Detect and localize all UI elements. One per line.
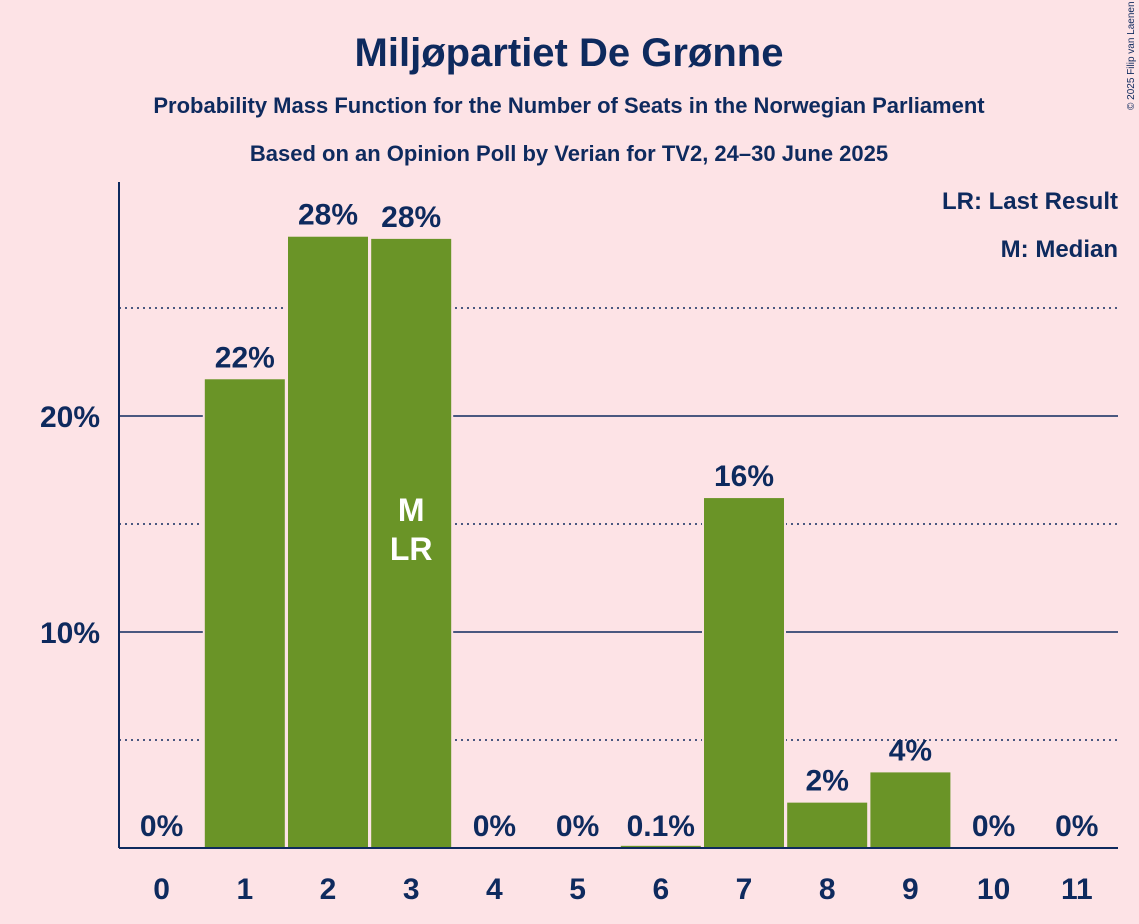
x-tick-9: 9 bbox=[902, 873, 919, 906]
bars bbox=[202, 234, 953, 849]
x-tick-10: 10 bbox=[977, 873, 1010, 906]
bar-seats-6 bbox=[620, 845, 701, 848]
data-label-seats-2: 28% bbox=[298, 199, 358, 232]
data-label-seats-7: 16% bbox=[714, 460, 774, 493]
data-label-seats-6: 0.1% bbox=[627, 810, 695, 843]
legend-median: M: Median bbox=[1001, 236, 1118, 263]
x-tick-0: 0 bbox=[153, 873, 170, 906]
chart-title: Miljøpartiet De Grønne bbox=[355, 31, 784, 75]
data-label-seats-0: 0% bbox=[140, 810, 183, 843]
data-label-seats-4: 0% bbox=[473, 810, 516, 843]
bar-seats-2 bbox=[288, 236, 368, 849]
data-labels: 0% 22% 28% 28% 0% 0% 0.1% 16% 2% 4% 0% 0% bbox=[140, 199, 1099, 843]
y-tick-labels: 10% 20% bbox=[40, 401, 100, 650]
data-label-seats-11: 0% bbox=[1055, 810, 1098, 843]
data-label-seats-10: 0% bbox=[972, 810, 1015, 843]
bar-seats-1 bbox=[204, 379, 285, 848]
x-tick-8: 8 bbox=[819, 873, 836, 906]
y-tick-10%: 10% bbox=[40, 617, 100, 650]
bar-markers: MLR bbox=[390, 492, 433, 567]
copyright-notice: © 2025 Filip van Laenen bbox=[1126, 1, 1137, 110]
data-label-seats-5: 0% bbox=[556, 810, 599, 843]
chart-source: Based on an Opinion Poll by Verian for T… bbox=[250, 141, 888, 166]
chart-subtitle: Probability Mass Function for the Number… bbox=[153, 93, 985, 118]
bar-seats-7 bbox=[704, 498, 784, 848]
data-label-seats-8: 2% bbox=[806, 765, 849, 798]
last-result-marker: LR bbox=[390, 531, 433, 567]
x-tick-6: 6 bbox=[652, 873, 669, 906]
bar-seats-8 bbox=[787, 802, 868, 848]
bar-seats-3 bbox=[371, 238, 452, 848]
median-marker: M bbox=[398, 492, 425, 528]
x-tick-3: 3 bbox=[403, 873, 420, 906]
x-tick-2: 2 bbox=[320, 873, 337, 906]
x-tick-5: 5 bbox=[569, 873, 586, 906]
axes bbox=[118, 182, 1118, 849]
x-tick-1: 1 bbox=[236, 873, 253, 906]
x-tick-7: 7 bbox=[736, 873, 753, 906]
x-tick-labels: 0 1 2 3 4 5 6 7 8 9 10 11 bbox=[153, 873, 1092, 906]
data-label-seats-9: 4% bbox=[889, 734, 932, 767]
y-tick-20%: 20% bbox=[40, 401, 100, 434]
legend-last-result: LR: Last Result bbox=[942, 188, 1118, 215]
data-label-seats-1: 22% bbox=[215, 341, 275, 374]
bar-seats-9 bbox=[870, 772, 951, 848]
x-tick-4: 4 bbox=[486, 873, 503, 906]
x-tick-11: 11 bbox=[1061, 873, 1093, 906]
data-label-seats-3: 28% bbox=[381, 201, 441, 234]
